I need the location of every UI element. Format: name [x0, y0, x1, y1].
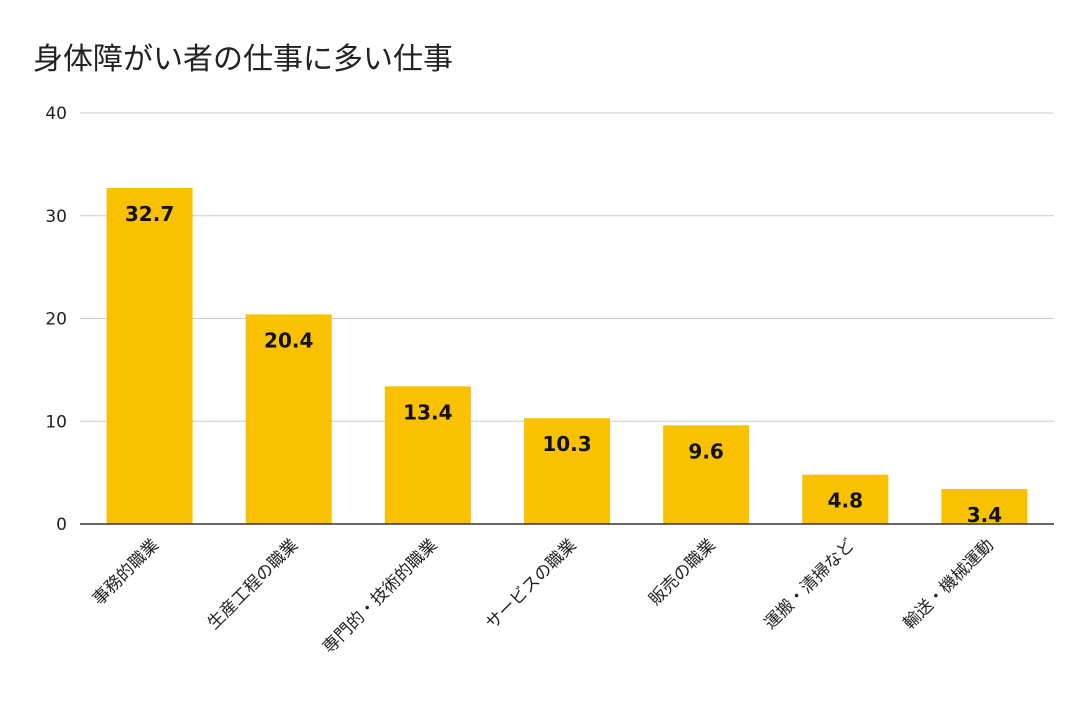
- bar: [245, 314, 332, 524]
- y-tick-label: 10: [45, 412, 67, 432]
- bar: [802, 474, 889, 524]
- data-label: 32.7: [125, 202, 174, 226]
- x-tick-label: 販売の職業: [645, 535, 719, 609]
- x-tick-label: 事務的職業: [89, 535, 163, 609]
- bar: [106, 188, 193, 524]
- bar: [524, 418, 610, 524]
- data-label: 4.8: [828, 489, 863, 513]
- bar: [941, 489, 1028, 524]
- data-label: 3.4: [967, 503, 1002, 527]
- y-tick-label: 20: [45, 310, 67, 330]
- data-label: 9.6: [688, 439, 723, 463]
- data-label: 13.4: [403, 400, 452, 424]
- y-tick-label: 0: [56, 515, 67, 535]
- x-tick-label: 専門的・技術的職業: [319, 535, 441, 657]
- x-tick-label: 輸送・機械運動: [900, 535, 998, 633]
- data-label: 20.4: [264, 328, 313, 352]
- bar: [384, 386, 471, 524]
- x-tick-label: 生産工程の職業: [204, 535, 302, 633]
- x-tick-label: サービスの職業: [482, 535, 580, 633]
- x-tick-label: 運搬・清掃など: [761, 535, 859, 633]
- bar: [663, 425, 750, 524]
- data-label: 10.3: [542, 432, 591, 456]
- y-tick-label: 40: [45, 104, 67, 124]
- chart-title: 身体障がい者の仕事に多い仕事: [33, 42, 453, 77]
- y-tick-label: 30: [45, 207, 67, 227]
